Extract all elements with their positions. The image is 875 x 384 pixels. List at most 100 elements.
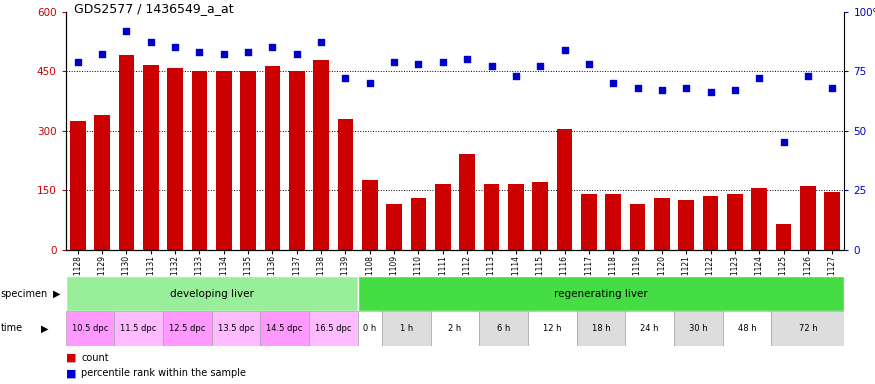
Bar bbox=[800, 186, 816, 250]
Bar bbox=[459, 154, 475, 250]
Bar bbox=[752, 188, 767, 250]
Point bbox=[631, 84, 645, 91]
Bar bbox=[556, 129, 572, 250]
Bar bbox=[606, 194, 621, 250]
Text: 72 h: 72 h bbox=[799, 324, 817, 333]
Bar bbox=[410, 198, 426, 250]
Bar bbox=[66, 276, 358, 311]
Bar bbox=[192, 71, 207, 250]
Point bbox=[485, 63, 499, 70]
Point bbox=[411, 61, 425, 67]
Bar bbox=[727, 194, 743, 250]
Bar bbox=[775, 224, 792, 250]
Bar bbox=[723, 311, 772, 346]
Text: 13.5 dpc: 13.5 dpc bbox=[218, 324, 255, 333]
Text: 12 h: 12 h bbox=[543, 324, 562, 333]
Point bbox=[728, 87, 742, 93]
Point bbox=[120, 28, 134, 34]
Bar bbox=[577, 311, 626, 346]
Bar bbox=[507, 184, 524, 250]
Point bbox=[95, 51, 109, 58]
Bar bbox=[386, 204, 402, 250]
Bar bbox=[435, 184, 451, 250]
Bar bbox=[216, 71, 232, 250]
Bar bbox=[382, 311, 430, 346]
Point bbox=[460, 56, 474, 62]
Bar bbox=[212, 311, 261, 346]
Text: 24 h: 24 h bbox=[640, 324, 659, 333]
Text: specimen: specimen bbox=[1, 289, 48, 299]
Bar bbox=[358, 311, 382, 346]
Text: 11.5 dpc: 11.5 dpc bbox=[121, 324, 157, 333]
Bar bbox=[626, 311, 674, 346]
Point bbox=[192, 49, 206, 55]
Text: count: count bbox=[81, 353, 109, 363]
Bar bbox=[484, 184, 500, 250]
Point bbox=[557, 46, 571, 53]
Point bbox=[533, 63, 547, 70]
Point bbox=[582, 61, 596, 67]
Point bbox=[339, 75, 353, 81]
Text: ▶: ▶ bbox=[52, 289, 60, 299]
Text: 30 h: 30 h bbox=[689, 324, 708, 333]
Bar bbox=[581, 194, 597, 250]
Point bbox=[314, 40, 328, 46]
Bar bbox=[241, 71, 256, 250]
Text: ■: ■ bbox=[66, 368, 76, 378]
Point bbox=[679, 84, 693, 91]
Point bbox=[606, 80, 620, 86]
Text: 6 h: 6 h bbox=[497, 324, 510, 333]
Bar bbox=[143, 65, 158, 250]
Bar bbox=[772, 311, 844, 346]
Point bbox=[776, 139, 790, 146]
Bar bbox=[163, 311, 212, 346]
Text: time: time bbox=[1, 323, 23, 333]
Bar bbox=[678, 200, 694, 250]
Bar bbox=[338, 119, 354, 250]
Point bbox=[363, 80, 377, 86]
Point bbox=[654, 87, 668, 93]
Bar bbox=[430, 311, 480, 346]
Bar bbox=[528, 311, 577, 346]
Point bbox=[217, 51, 231, 58]
Point bbox=[168, 44, 182, 50]
Point bbox=[801, 73, 815, 79]
Point bbox=[71, 58, 85, 65]
Bar bbox=[264, 66, 280, 250]
Text: GDS2577 / 1436549_a_at: GDS2577 / 1436549_a_at bbox=[74, 2, 234, 15]
Point bbox=[825, 84, 839, 91]
Text: 14.5 dpc: 14.5 dpc bbox=[267, 324, 303, 333]
Text: 2 h: 2 h bbox=[448, 324, 462, 333]
Bar bbox=[115, 311, 163, 346]
Bar bbox=[118, 55, 135, 250]
Bar bbox=[313, 60, 329, 250]
Bar bbox=[94, 115, 110, 250]
Text: 10.5 dpc: 10.5 dpc bbox=[72, 324, 108, 333]
Point bbox=[704, 89, 717, 96]
Point bbox=[387, 58, 401, 65]
Bar bbox=[532, 182, 548, 250]
Point bbox=[290, 51, 304, 58]
Point bbox=[509, 73, 523, 79]
Point bbox=[436, 58, 450, 65]
Bar bbox=[630, 204, 646, 250]
Text: percentile rank within the sample: percentile rank within the sample bbox=[81, 368, 247, 378]
Point bbox=[752, 75, 766, 81]
Text: ■: ■ bbox=[66, 353, 76, 363]
Point bbox=[144, 40, 158, 46]
Bar bbox=[70, 121, 86, 250]
Text: 12.5 dpc: 12.5 dpc bbox=[169, 324, 206, 333]
Text: developing liver: developing liver bbox=[170, 289, 254, 299]
Bar bbox=[362, 180, 378, 250]
Bar bbox=[703, 196, 718, 250]
Text: regenerating liver: regenerating liver bbox=[554, 289, 648, 299]
Bar bbox=[824, 192, 840, 250]
Bar bbox=[480, 311, 528, 346]
Text: 48 h: 48 h bbox=[738, 324, 756, 333]
Text: ▶: ▶ bbox=[41, 323, 49, 333]
Bar bbox=[289, 71, 304, 250]
Bar bbox=[654, 198, 669, 250]
Text: 16.5 dpc: 16.5 dpc bbox=[315, 324, 352, 333]
Text: 1 h: 1 h bbox=[400, 324, 413, 333]
Point bbox=[242, 49, 256, 55]
